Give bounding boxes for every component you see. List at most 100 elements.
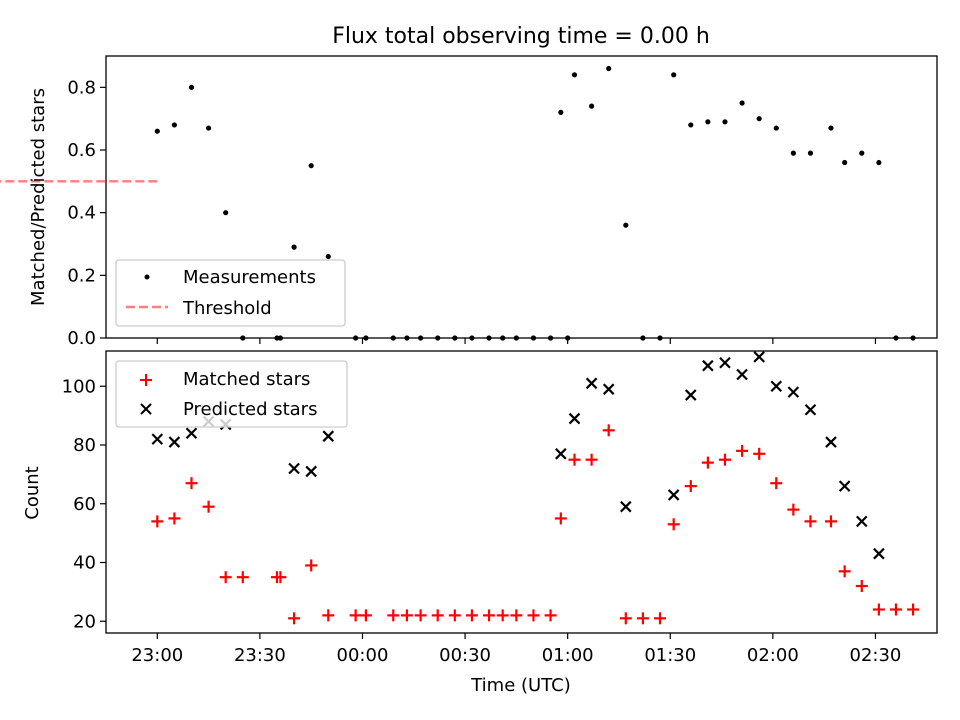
measurement-point [452,335,458,341]
bottom-y-ticks: 20 40 60 80 100 [62,376,106,632]
measurement-point [828,125,834,131]
matched-star-point [787,503,800,516]
cross-b [825,436,837,448]
bottom-y-axis-label: Count [22,466,43,519]
cross-b [873,547,885,560]
predicted-star-point [804,403,817,416]
predicted-star-point [568,412,581,425]
measurement-point [469,335,475,341]
measurement-point [893,335,899,341]
cross-b [305,465,317,478]
measurement-point [756,116,762,122]
measurement-point [859,150,865,156]
y-tick-label: 0.4 [67,203,96,224]
measurement-point [435,335,441,341]
cross-b [667,489,680,501]
x-tick-label: 01:30 [644,645,696,666]
measurement-point [308,163,314,169]
matched-star-point [305,559,318,572]
predicted-star-point [288,462,300,475]
predicted-star-point [736,368,748,381]
x-tick-label: 00:30 [439,645,491,666]
measurement-point [171,122,177,128]
bottom-x-ticks: 23:00 23:30 00:00 00:30 01:00 01:30 02:00 02:30 [131,633,901,666]
x-tick-label: 02:00 [747,645,799,666]
matched-star-point [684,480,697,493]
measurement-point [530,335,537,341]
measurement-point [188,84,195,90]
predicted-star-point [305,465,317,478]
matched-star-point [718,453,731,466]
bottom-axes-frame [105,350,938,634]
matched-star-point [414,609,427,622]
measurement-point [623,222,629,228]
predicted-star-point [585,377,598,390]
top-plot-area [0,65,916,341]
top-axes-frame [105,55,938,339]
cross-b [787,386,800,398]
cross-b [804,403,817,416]
predicted-star-point [719,356,731,369]
cross-b [855,515,868,528]
cross-b [555,448,567,460]
y-tick-label: 0.8 [67,77,96,98]
matched-star-point [185,477,198,490]
matched-star-point [568,453,581,466]
matched-star-point [202,500,215,513]
y-tick-label: 20 [73,611,96,632]
cross-b [602,383,615,395]
matched-star-point [636,612,649,625]
predicted-star-point [555,448,567,460]
predicted-star-point [602,383,615,395]
matched-star-point [496,609,509,622]
measurement-point [291,244,297,250]
measurement-point [688,122,694,128]
measurement-point [486,335,492,341]
measurement-point [571,72,578,78]
predicted-star-point [667,489,680,501]
measurement-point [589,103,595,109]
legend-matched-label: Matched stars [183,369,310,390]
cross-b [736,368,748,381]
measurement-point [390,335,396,341]
predicted-star-point [855,515,868,528]
chart-title: Flux total observing time = 0.00 h [332,24,710,49]
measurement-point [205,125,212,131]
matched-star-point [400,609,413,622]
matched-star-point [219,571,232,584]
matched-star-point [465,609,478,622]
cross-b [288,462,300,475]
predicted-star-point [753,351,765,363]
measurement-point [513,335,519,341]
bottom-legend: Matched stars Predicted stars [115,360,348,428]
legend-measurements-label: Measurements [183,267,316,288]
matched-star-point [322,609,335,622]
measurement-point [739,100,745,106]
measurement-point [418,335,424,341]
matched-star-point [288,612,301,625]
matched-star-point [431,609,444,622]
top-legend-box [115,259,346,327]
legend-predicted-label: Predicted stars [183,399,317,420]
cross-b [322,430,335,442]
y-tick-label: 60 [73,494,96,515]
measurement-point [876,159,882,166]
measurement-point [671,72,677,78]
predicted-star-point [787,386,800,398]
matched-star-point [359,609,372,622]
top-y-ticks: 0.0 0.2 0.4 0.6 0.8 [67,77,106,349]
measurement-point [223,210,229,216]
cross-b [585,377,598,390]
measurement-point [790,150,796,156]
predicted-star-point [825,436,837,448]
cross-b [719,356,731,369]
matched-star-point [387,609,400,622]
matched-star-point [701,456,714,469]
measurement-point [640,335,646,341]
cross-b [151,433,164,445]
matched-star-point [448,609,461,622]
y-tick-label: 0.6 [67,140,96,161]
cross-b [168,436,181,448]
matched-star-point [151,515,164,528]
cross-b [838,480,851,492]
